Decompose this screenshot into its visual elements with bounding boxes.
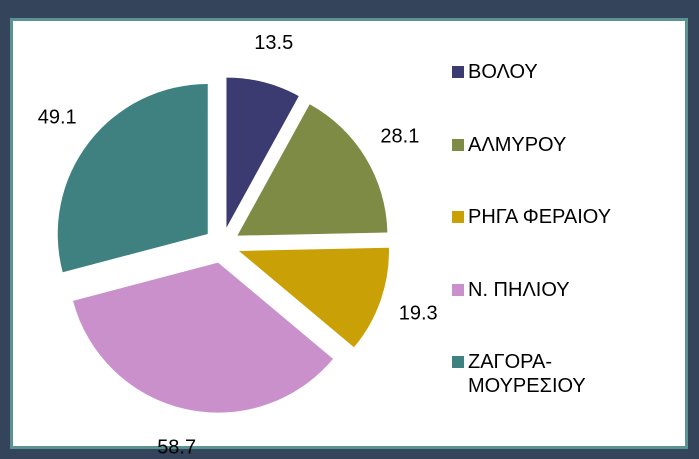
data-label: 58.7 [157,436,196,458]
data-label: 49.1 [38,106,77,128]
legend-label: ΒΟΛΟΥ [468,61,538,83]
legend-label: ΖΑΓΟΡΑ-ΜΟΥΡΕΣΙΟΥ [468,351,586,397]
legend-item: Ν. ΠΗΛΙΟΥ [452,278,658,302]
legend-item: ΒΟΛΟΥ [452,60,658,84]
legend-swatch [452,356,464,368]
pie-slice [237,104,388,236]
pie-slice [238,247,389,348]
legend-item: ΡΗΓΑ ΦΕΡΑΙΟΥ [452,205,658,229]
data-label: 19.3 [399,302,438,324]
legend-swatch [452,284,464,296]
legend-swatch [452,66,464,78]
pie-slice [73,262,334,413]
legend-label: ΑΛΜΥΡΟΥ [468,134,567,156]
data-label: 28.1 [380,126,419,148]
legend-label: ΡΗΓΑ ΦΕΡΑΙΟΥ [468,206,612,228]
legend-label: Ν. ΠΗΛΙΟΥ [468,279,570,301]
legend-item: ΖΑΓΟΡΑ-ΜΟΥΡΕΣΙΟΥ [452,350,658,398]
legend-swatch [452,139,464,151]
legend-swatch [452,211,464,223]
legend-item: ΑΛΜΥΡΟΥ [452,133,658,157]
pie-slice [57,84,208,273]
data-label: 13.5 [254,32,293,54]
pie-slice [226,77,299,228]
